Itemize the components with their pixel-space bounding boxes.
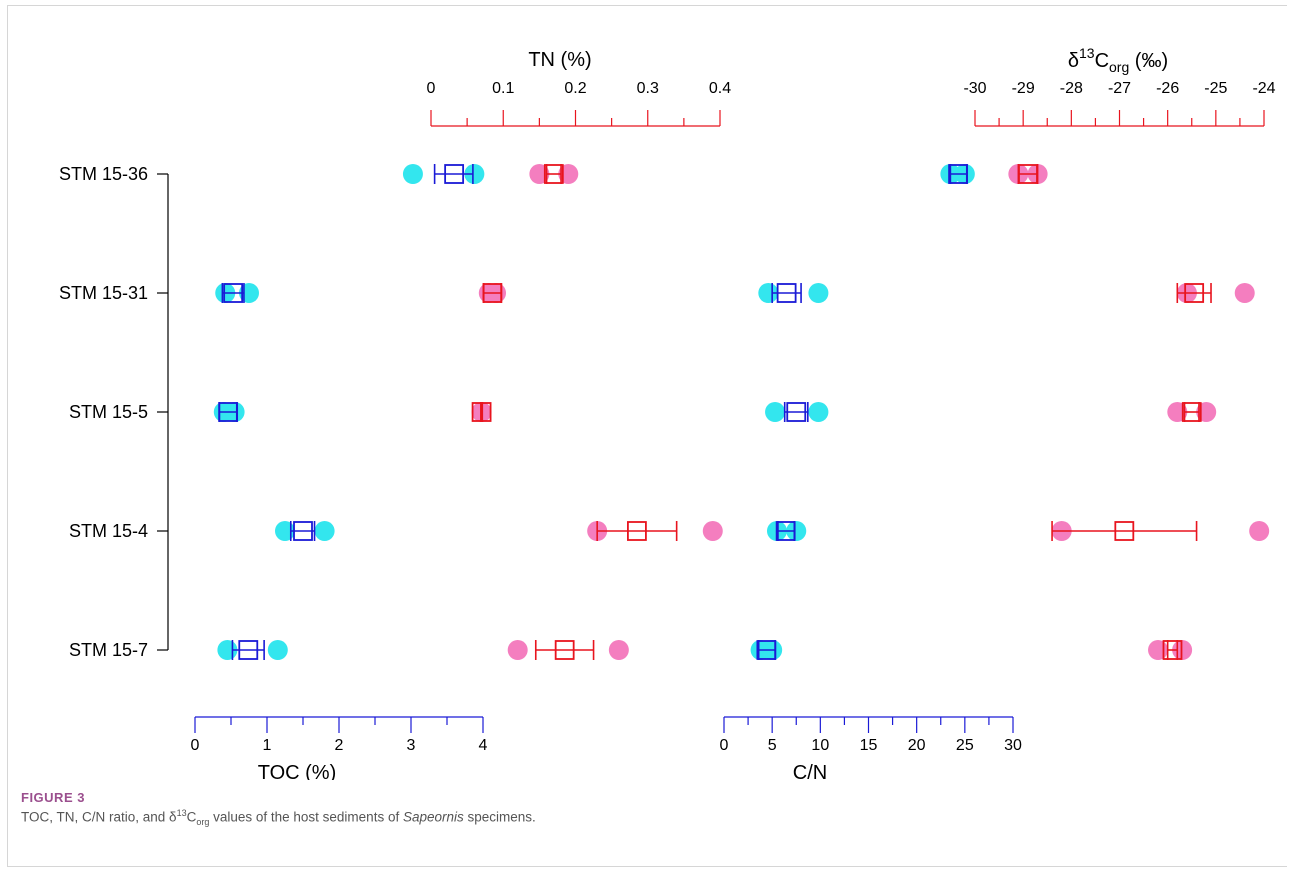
toc-mean-box <box>293 521 313 541</box>
cn-tick-label: 10 <box>811 737 829 754</box>
caption-italic: Sapeornis <box>402 809 464 825</box>
d13c-tick-label: -30 <box>963 80 986 97</box>
chart-canvas: STM 15-36 STM 15-31 STM 15-5 STM 15-4 STM 15… <box>59 45 1276 780</box>
d13c-data-point <box>1148 640 1169 660</box>
d13c-data-point <box>1234 283 1255 303</box>
d13c-data-point <box>1249 521 1270 541</box>
figure-caption: TOC, TN, C/N ratio, and δ13Corg values o… <box>21 808 536 827</box>
tn_blue_sample36-data-point <box>402 164 423 184</box>
toc-tick-label: 3 <box>407 737 416 754</box>
d13c-tick-label: -25 <box>1204 80 1227 97</box>
tn-tick-label: 0.4 <box>709 80 731 97</box>
cn-mean-box <box>756 640 777 660</box>
cn-mean-box <box>948 164 968 184</box>
toc-mean-box <box>223 283 244 303</box>
caption-part: specimens. <box>463 809 536 825</box>
d13c-axis-title-part: 13 <box>1079 45 1095 61</box>
d13c-tick-label: -27 <box>1108 80 1131 97</box>
cn-mean-box <box>775 521 796 541</box>
d13c-mean-box <box>1181 402 1202 422</box>
d13c-axis-title-part: C <box>1095 50 1109 72</box>
tn-data-point <box>702 521 723 541</box>
tn-data-point <box>507 640 528 660</box>
toc-data-point <box>267 640 288 660</box>
tn-mean-box <box>554 640 575 660</box>
cn-data-point <box>808 402 829 422</box>
sample-label: STM 15-31 <box>59 283 148 303</box>
d13c-tick-label: -26 <box>1156 80 1179 97</box>
d13c-axis-title-part: org <box>1109 59 1129 75</box>
toc-tick-label: 2 <box>335 737 344 754</box>
cn-tick-label: 20 <box>908 737 926 754</box>
d13c-tick-label: -28 <box>1060 80 1083 97</box>
tn-mean-box <box>471 402 492 422</box>
d13c-mean-box <box>1184 283 1205 303</box>
sample-label: STM 15-5 <box>69 402 148 422</box>
tn-mean-box <box>543 164 564 184</box>
tn-mean-box <box>627 521 647 541</box>
tn_blue_sample36-mean-box <box>444 164 465 184</box>
cn-data-point <box>765 402 786 422</box>
cn-tick-label: 5 <box>768 737 777 754</box>
tn_blue_sample36-data-point <box>464 164 485 184</box>
figure-frame <box>7 5 1287 867</box>
toc-mean-box <box>218 402 239 422</box>
cn-axis-title: C/N <box>793 762 827 780</box>
tn-tick-label: 0 <box>427 80 436 97</box>
d13c-tick-label: -24 <box>1252 80 1275 97</box>
caption-part: TOC, TN, C/N ratio, and δ <box>21 809 177 825</box>
tn-data-point <box>608 640 629 660</box>
toc-tick-label: 0 <box>191 737 200 754</box>
d13c-tick-label: -29 <box>1012 80 1035 97</box>
tn-axis-title: TN (%) <box>528 49 591 71</box>
tn-tick-label: 0.2 <box>564 80 586 97</box>
d13c-mean-box <box>1162 640 1183 660</box>
cn-data-point <box>758 283 779 303</box>
d13c-axis-title-part: δ <box>1068 50 1079 72</box>
cn-data-point <box>808 283 829 303</box>
sample-label: STM 15-7 <box>69 640 148 660</box>
cn-tick-label: 30 <box>1004 737 1022 754</box>
caption-sub: org <box>196 817 210 828</box>
toc-data-point <box>314 521 335 541</box>
d13c-axis-title-part: (‰) <box>1129 50 1168 72</box>
caption-sup: 13 <box>176 808 187 818</box>
tn-tick-label: 0.1 <box>492 80 514 97</box>
tn-tick-label: 0.3 <box>637 80 659 97</box>
caption-part: values of the host sediments of <box>209 809 403 825</box>
cn-tick-label: 0 <box>720 737 729 754</box>
caption-part: C <box>186 809 197 825</box>
tn-mean-box <box>482 283 503 303</box>
d13c-mean-box <box>1114 521 1135 541</box>
figure-label: FIGURE 3 <box>21 790 85 805</box>
sample-label: STM 15-4 <box>69 521 148 541</box>
d13c-axis-title: δ13Corg (‰) <box>1068 45 1168 75</box>
toc-axis-title: TOC (%) <box>258 762 337 780</box>
cn-tick-label: 25 <box>956 737 974 754</box>
d13c-mean-box <box>1018 164 1038 184</box>
toc-mean-box <box>238 640 259 660</box>
cn-data-point <box>786 521 807 541</box>
sample-label: STM 15-36 <box>59 164 148 184</box>
cn-mean-box <box>786 402 807 422</box>
toc-tick-label: 1 <box>263 737 272 754</box>
cn-mean-box <box>776 283 797 303</box>
cn-tick-label: 15 <box>860 737 878 754</box>
toc-tick-label: 4 <box>479 737 488 754</box>
